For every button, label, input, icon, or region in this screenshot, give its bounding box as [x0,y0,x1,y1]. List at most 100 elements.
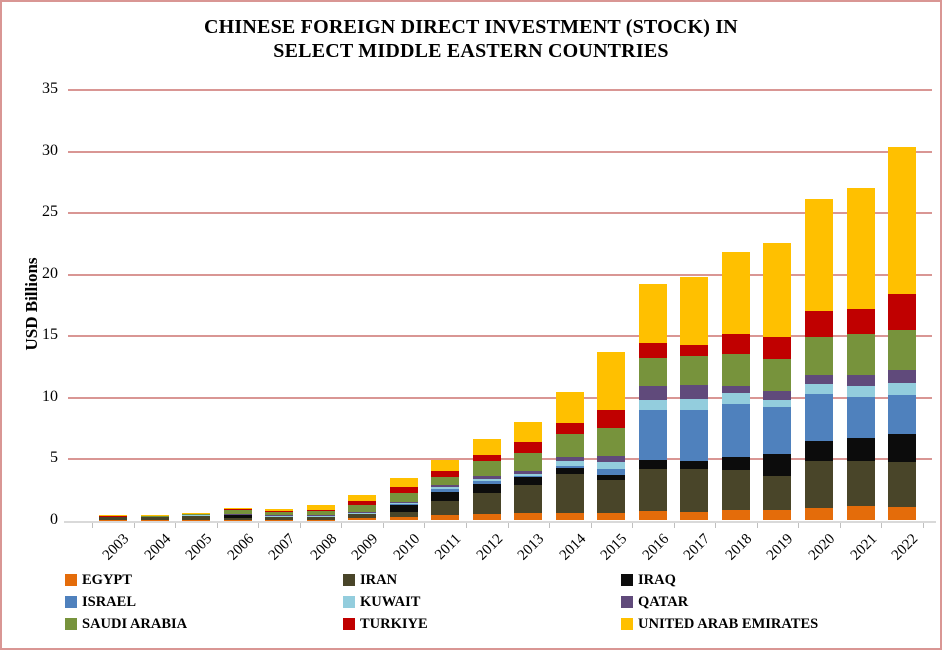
bar-segment-saudi-arabia-2022 [888,329,917,371]
bar-segment-turkiye-2019 [763,337,792,360]
bar-segment-iran-2006 [223,518,252,520]
bar-segment-iraq-2013 [514,477,543,486]
bar-segment-qatar-2021 [846,375,875,387]
x-axis-tick [507,522,509,528]
bar-segment-iran-2005 [182,516,211,521]
legend-swatch-qatar [621,596,633,608]
legend-label-egypt: EGYPT [82,571,132,588]
bar-segment-kuwait-2006 [223,514,252,515]
bar-segment-israel-2010 [389,504,418,505]
bar-segment-turkiye-2016 [638,343,667,359]
y-tick-label-0: 0 [50,510,58,528]
bar-segment-iran-2009 [348,514,377,519]
bar-segment-iran-2019 [763,476,792,511]
bar-segment-turkiye-2017 [680,344,709,356]
bar-segment-iraq-2014 [555,468,584,475]
bar-segment-iran-2022 [888,462,917,507]
bar-segment-qatar-2012 [472,475,501,480]
legend-label-united-arab-emirates: UNITED ARAB EMIRATES [638,615,819,632]
bar-segment-kuwait-2019 [763,399,792,408]
x-axis-tick [798,522,800,528]
bar-segment-saudi-arabia-2021 [846,333,875,376]
bar-segment-qatar-2017 [680,385,709,399]
x-axis-tick [92,522,94,528]
legend-swatch-saudi-arabia [65,618,77,630]
bar-segment-qatar-2018 [721,386,750,393]
bar-segment-united-arab-emirates-2022 [888,146,917,295]
bar-segment-turkiye-2022 [888,294,917,330]
x-axis-tick [466,522,467,528]
bar-segment-saudi-arabia-2007 [265,511,294,516]
x-axis-tick [133,522,135,528]
bar-segment-qatar-2014 [555,457,584,461]
bar-segment-egypt-2020 [805,507,833,521]
gridline-25 [68,212,932,214]
bar-segment-turkiye-2009 [348,501,377,505]
bar-segment-saudi-arabia-2008 [306,511,335,516]
bar-segment-kuwait-2008 [306,515,335,517]
bar-segment-egypt-2006 [223,519,252,521]
bar-segment-united-arab-emirates-2003 [99,514,127,516]
bar-segment-kuwait-2022 [888,382,917,396]
bar-segment-iraq-2020 [805,440,833,461]
legend-swatch-egypt [65,574,77,586]
bar-segment-egypt-2021 [846,506,875,521]
bar-segment-egypt-2016 [638,510,667,521]
bar-segment-iraq-2008 [306,516,335,517]
y-tick-label-15: 15 [42,326,58,343]
chart-title-line-2: SELECT MIDDLE EASTERN COUNTRIES [273,40,669,62]
bar-segment-united-arab-emirates-2009 [348,495,377,502]
bar-segment-iran-2015 [597,479,626,514]
gridline-30 [68,150,932,153]
bar-segment-iran-2008 [306,516,335,520]
legend-swatch-israel [65,596,77,608]
bar-segment-egypt-2022 [888,506,917,521]
bar-segment-united-arab-emirates-2015 [597,351,626,410]
bar-segment-saudi-arabia-2014 [555,433,584,458]
x-axis-tick [216,522,218,528]
bar-segment-israel-2016 [638,409,667,461]
bar-segment-egypt-2012 [472,514,501,521]
bar-segment-turkiye-2020 [805,311,833,338]
x-axis-tick [590,522,592,528]
y-tick-label-5: 5 [50,449,58,466]
bar-segment-israel-2020 [805,393,833,441]
bar-segment-saudi-arabia-2012 [472,461,501,476]
bar-segment-kuwait-2015 [597,462,626,469]
bar-segment-iraq-2016 [638,460,667,469]
legend-label-turkiye: TURKIYE [360,615,428,632]
bar-segment-iran-2020 [805,460,833,508]
bar-segment-egypt-2008 [306,519,335,521]
bar-segment-iraq-2007 [265,516,294,517]
bar-segment-qatar-2011 [431,485,460,488]
bar-segment-egypt-2013 [514,513,543,521]
x-axis-tick [881,522,883,528]
x-axis-tick [839,522,841,528]
bar-segment-iraq-2009 [348,513,377,515]
bar-segment-iraq-2021 [846,438,875,462]
legend-item-kuwait: KUWAIT [343,594,621,611]
y-tick-label-20: 20 [42,264,58,282]
bar-segment-iran-2021 [846,461,875,507]
gridline-35 [68,89,932,91]
gridline-15 [68,335,932,337]
bar-segment-united-arab-emirates-2004 [140,514,169,516]
bar-segment-iran-2014 [555,474,584,513]
chart-title-line-1: CHINESE FOREIGN DIRECT INVESTMENT (STOCK… [204,16,738,38]
bar-segment-iraq-2011 [431,491,460,502]
bar-segment-israel-2018 [721,403,750,457]
bar-segment-turkiye-2015 [597,409,626,429]
bar-segment-iraq-2005 [182,514,211,517]
bar-segment-israel-2022 [888,395,917,434]
bar-segment-iran-2011 [431,501,460,515]
bar-segment-qatar-2016 [638,386,667,400]
bar-segment-egypt-2018 [721,510,750,521]
bar-segment-kuwait-2012 [472,479,501,481]
bar-segment-israel-2011 [431,489,460,492]
legend-label-iran: IRAN [360,571,398,588]
bar-segment-egypt-2017 [680,511,709,521]
bar-segment-iraq-2018 [721,456,750,471]
bar-segment-iraq-2012 [472,483,501,494]
bar-segment-saudi-arabia-2006 [223,509,252,515]
bar-segment-kuwait-2018 [721,392,750,404]
